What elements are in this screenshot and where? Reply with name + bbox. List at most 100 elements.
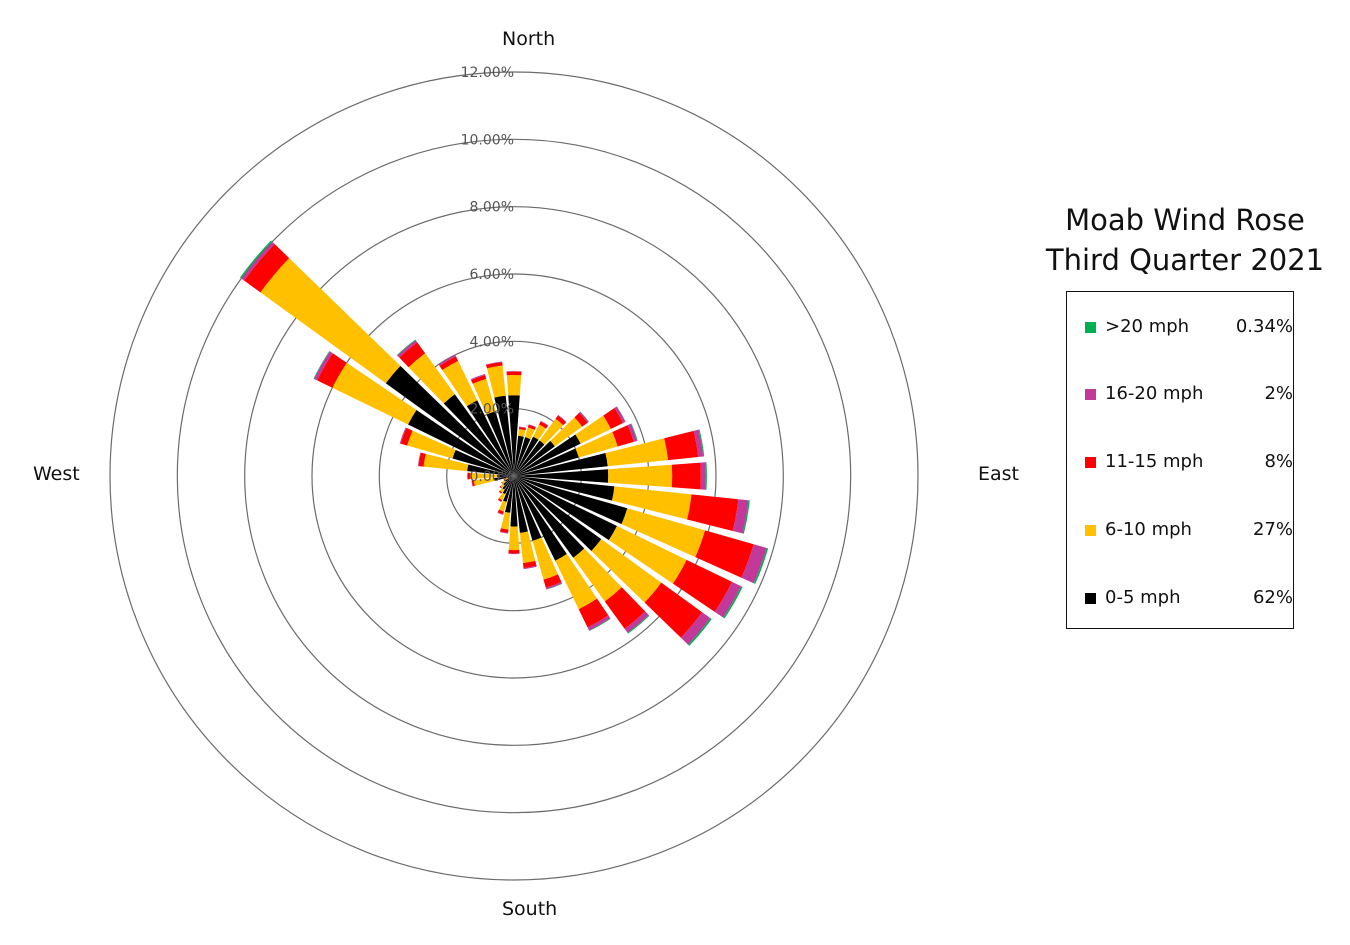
wind-sector-segment <box>493 476 514 481</box>
chart-title: Moab Wind Rose <box>1065 203 1305 237</box>
wind-sector-segment <box>501 481 503 484</box>
legend-swatch <box>1085 457 1096 468</box>
legend-label: 16-20 mph <box>1105 383 1204 404</box>
wind-sector-segment <box>438 354 456 366</box>
wind-sector-segment <box>501 480 506 484</box>
wind-sector-segment <box>723 586 743 619</box>
radial-tick-label: 2.00% <box>470 402 514 418</box>
wind-sector-segment <box>523 565 537 570</box>
wind-sector-segment <box>503 478 505 481</box>
wind-sector-segment <box>514 453 608 476</box>
wind-sector-segment <box>604 587 646 629</box>
wind-sector-segment <box>532 537 558 580</box>
wind-sector-segment <box>644 582 703 638</box>
wind-sector-segment <box>260 258 401 384</box>
wind-sector-segment <box>578 598 609 628</box>
legend-item: 16-20 mph 2% <box>1085 383 1293 407</box>
wind-sector-segment <box>539 421 548 429</box>
wind-sector-segment <box>614 406 626 424</box>
wind-sector-segment <box>514 476 528 533</box>
wind-sector-segment <box>500 483 505 488</box>
wind-sector-segment <box>396 339 416 356</box>
legend-item: 6-10 mph 27% <box>1085 519 1293 543</box>
wind-sector-segment <box>742 500 750 534</box>
wind-sector-segment <box>527 424 536 430</box>
wind-sector-segment <box>499 485 502 489</box>
wind-sector-segment <box>575 415 611 444</box>
wind-sector-segment <box>408 409 514 476</box>
wind-sector-segment <box>545 582 563 590</box>
wind-sector-segment <box>499 488 505 493</box>
wind-sector-segment <box>313 351 330 379</box>
wind-sector-segment <box>486 365 506 398</box>
wind-sector-segment <box>497 509 504 515</box>
wind-sector-segment <box>523 560 537 569</box>
wind-sector-segment <box>502 476 514 490</box>
wind-sector-segment <box>506 371 522 376</box>
wind-sector-segment <box>471 480 473 487</box>
wind-sector-segment <box>555 415 567 426</box>
legend-label: 0-5 mph <box>1105 587 1181 608</box>
wind-sector-segment <box>397 340 418 358</box>
wind-sector-segment <box>533 424 547 440</box>
legend-item: >20 mph 0.34% <box>1085 316 1293 340</box>
wind-sector-segment <box>471 480 475 487</box>
wind-sector-segment <box>439 356 459 371</box>
wind-sector-segment <box>603 408 624 429</box>
wind-sector-segment <box>575 432 618 458</box>
wind-sector-segment <box>467 472 471 480</box>
radial-tick-labels: 0.00% 2.00% 4.00% 6.00% 8.00% 10.00% 12.00% <box>461 65 514 485</box>
wind-sector-segment <box>497 512 504 515</box>
wind-sector-segment <box>332 362 417 425</box>
wind-sector-segment <box>244 244 290 293</box>
legend-swatch <box>1085 322 1096 333</box>
wind-sector-segment <box>443 394 514 476</box>
wind-sector-segment <box>580 411 589 422</box>
wind-sector-segment <box>698 429 705 457</box>
legend-percent: 8% <box>1264 451 1293 472</box>
wind-sector-segment <box>573 548 622 602</box>
wind-sector-segment <box>695 530 754 578</box>
wind-sector-segment <box>514 476 585 558</box>
legend-percent: 27% <box>1252 519 1293 540</box>
wind-sector-segment <box>494 395 514 476</box>
wind-sector-segment <box>621 508 706 558</box>
legend-swatch <box>1085 389 1096 400</box>
wind-sector-segment <box>608 526 687 584</box>
wind-sector-segment <box>514 440 545 476</box>
wind-sector-segment <box>519 531 536 564</box>
wind-sector-segment <box>550 417 583 447</box>
grid-ring <box>109 71 919 881</box>
wind-sector-segment <box>514 448 579 476</box>
wind-sector-segment <box>616 406 626 422</box>
wind-sector-segment <box>539 418 564 445</box>
chart-subtitle: Third Quarter 2021 <box>1045 243 1325 277</box>
wind-sector-segment <box>503 476 514 502</box>
wind-sector-segment <box>540 420 549 426</box>
wind-sector-segment <box>473 478 495 486</box>
wind-sector-segment <box>732 499 749 534</box>
wind-sector-segment <box>452 449 514 476</box>
legend-percent: 2% <box>1264 383 1293 404</box>
wind-sector-segment <box>399 427 407 444</box>
grid-ring <box>244 206 784 746</box>
wind-sector-segment <box>385 365 514 476</box>
wind-sector-segment <box>693 429 704 457</box>
legend-item: 0-5 mph 62% <box>1085 587 1293 611</box>
wind-sectors <box>239 240 769 646</box>
wind-sector-segment <box>423 453 469 472</box>
wind-sector-segment <box>241 241 275 281</box>
wind-sector-segment <box>508 549 520 554</box>
grid-ring <box>311 273 717 679</box>
wind-sector-segment <box>688 618 712 646</box>
wind-sector-segment <box>753 547 769 584</box>
wind-sector-segment <box>714 581 742 618</box>
wind-sector-segment <box>514 469 609 483</box>
legend-percent: 0.34% <box>1235 316 1293 337</box>
wind-sector-segment <box>417 452 421 467</box>
wind-sector-segment <box>471 374 487 384</box>
wind-sector-segment <box>624 611 649 633</box>
wind-sector-segment <box>514 476 615 501</box>
wind-sector-segment <box>518 429 526 437</box>
